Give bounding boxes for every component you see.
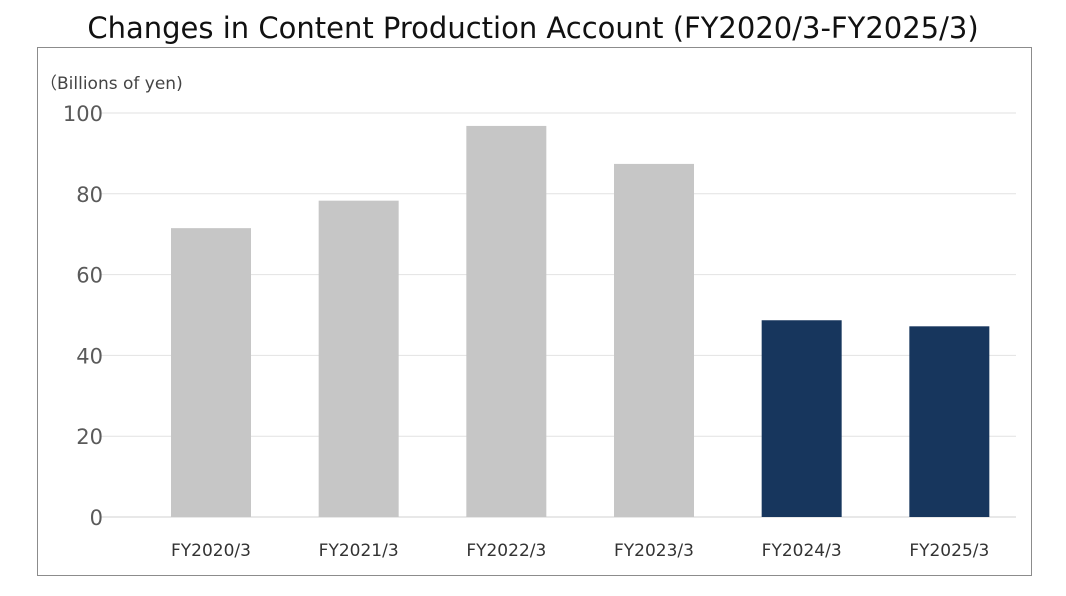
bar-fy2024-3 (761, 320, 842, 517)
bar-fy2025-3 (909, 326, 990, 517)
bars (171, 125, 990, 518)
x-category-label: FY2020/3 (171, 541, 251, 561)
x-category-label: FY2021/3 (319, 541, 399, 561)
y-tick-label: 40 (76, 344, 103, 368)
y-unit-label: （Billions of yen) (40, 74, 183, 94)
bar-fy2022-3 (466, 125, 547, 517)
x-category-label: FY2025/3 (909, 541, 989, 561)
x-category-label: FY2022/3 (466, 541, 546, 561)
y-tick-label: 0 (90, 506, 103, 530)
gridlines (100, 112, 1016, 518)
y-tick-label: 100 (63, 102, 103, 126)
x-category-label: FY2024/3 (762, 541, 842, 561)
y-axis-ticks: 0 20 40 60 80 100 (63, 102, 103, 530)
x-category-label: FY2023/3 (614, 541, 694, 561)
y-tick-label: 20 (76, 425, 103, 449)
x-axis-labels: FY2020/3 FY2021/3 FY2022/3 FY2023/3 FY2024/3… (171, 541, 989, 561)
y-tick-label: 80 (76, 183, 103, 207)
bar-fy2020-3 (171, 228, 251, 517)
bar-fy2023-3 (614, 163, 694, 518)
y-tick-label: 60 (76, 264, 103, 288)
chart-title: Changes in Content Production Account (F… (87, 11, 979, 45)
chart-frame (37, 47, 1032, 576)
bar-fy2021-3 (318, 200, 399, 517)
